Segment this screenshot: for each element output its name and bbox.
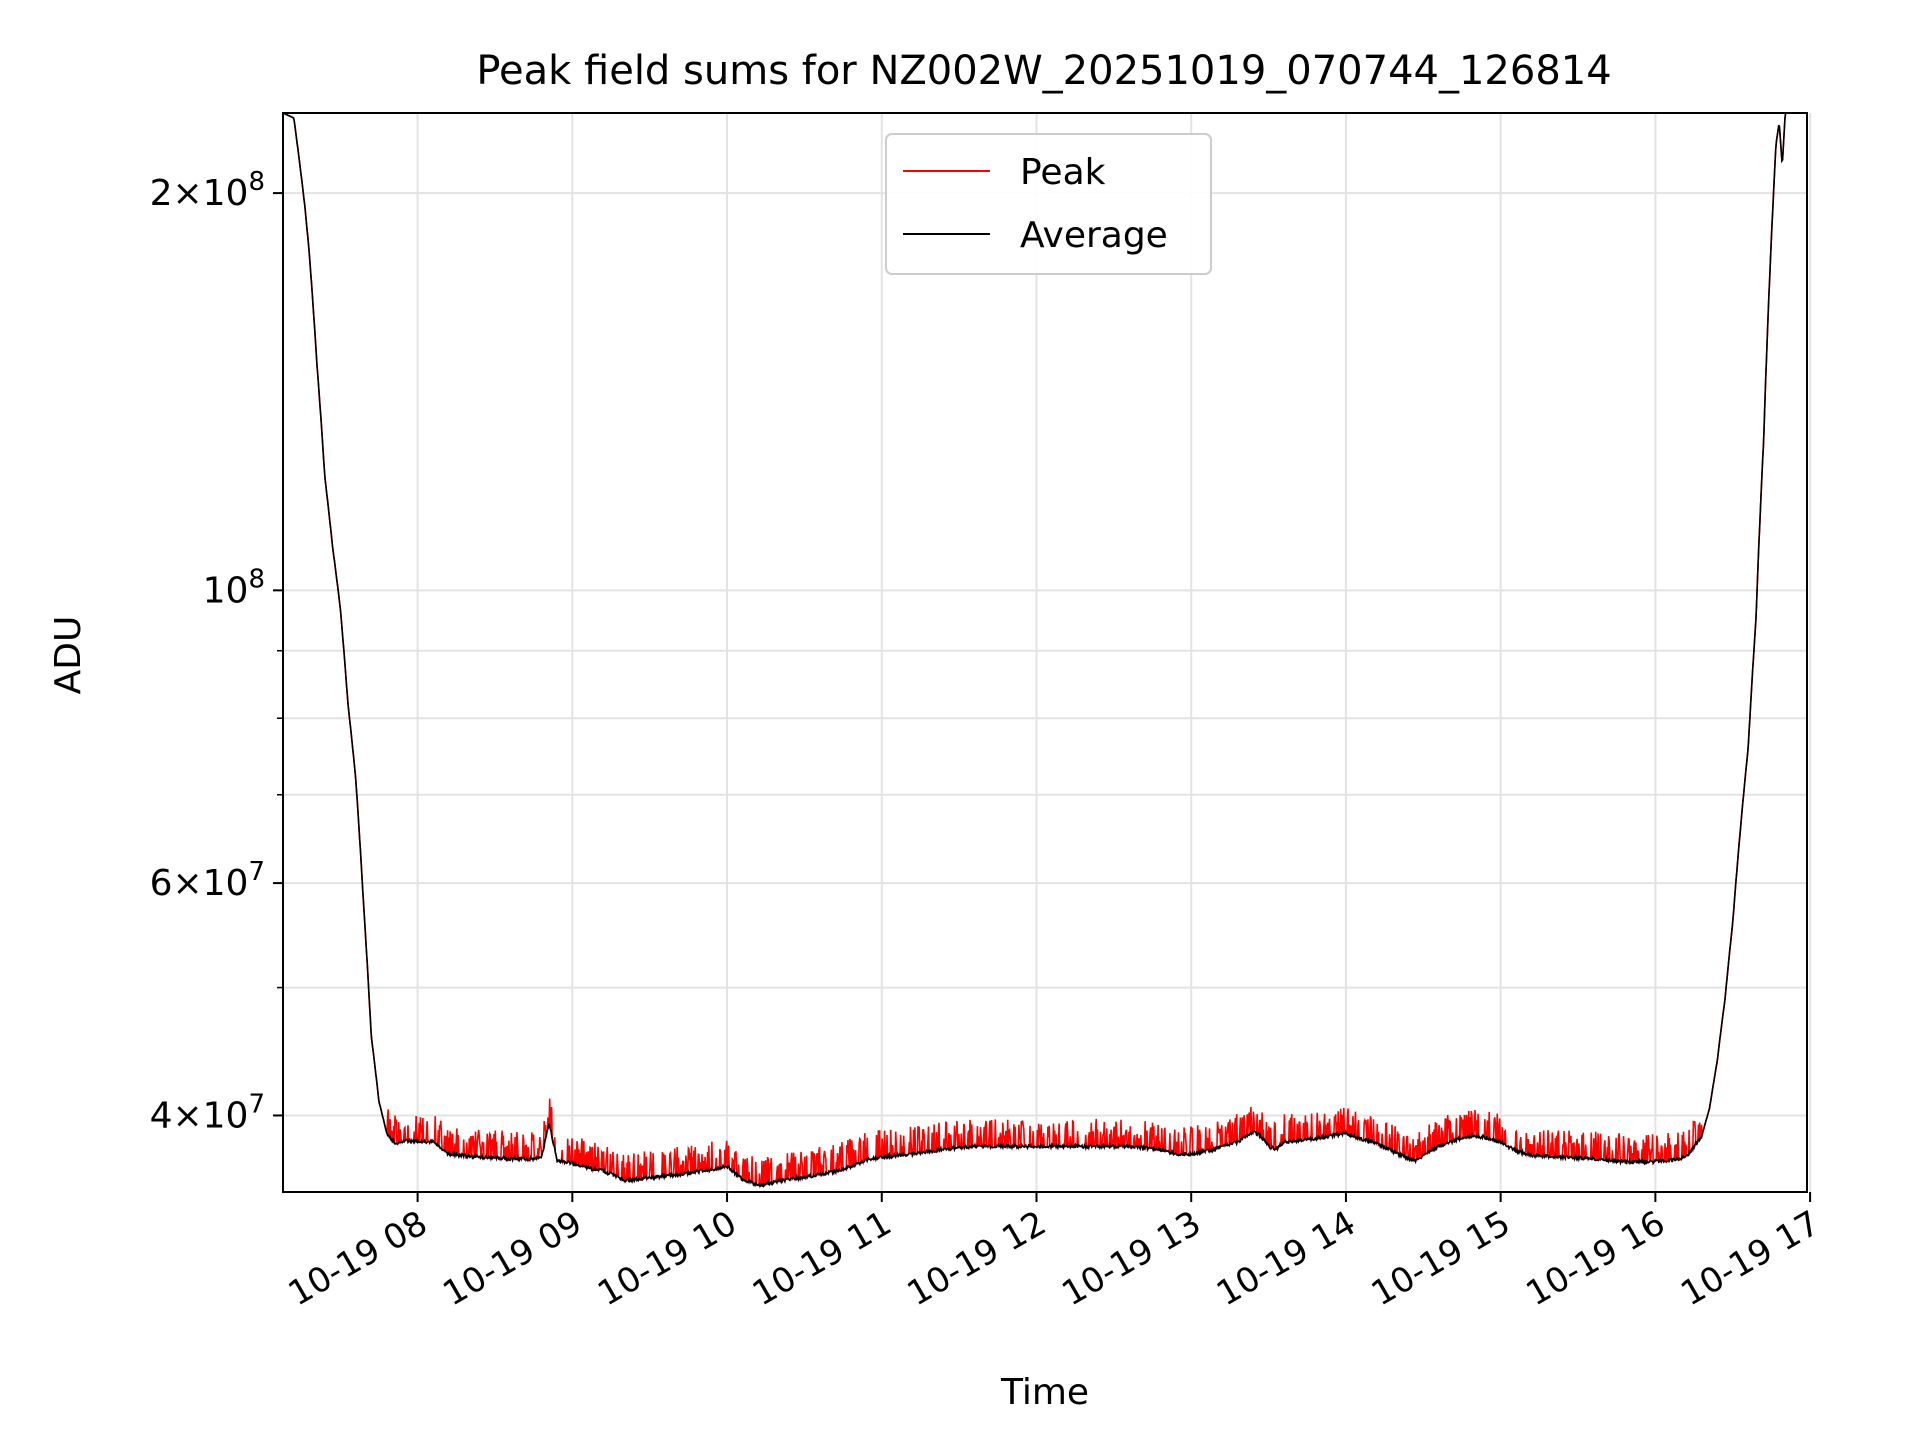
legend-average-label: Average bbox=[1020, 215, 1168, 256]
y-axis: 4×107 6×107 108 2×108 bbox=[150, 167, 283, 1136]
legend: Peak Average bbox=[885, 133, 1212, 275]
y-tick-label: 2×108 bbox=[150, 167, 265, 214]
y-axis-label: ADU bbox=[48, 616, 89, 695]
y-tick-label: 108 bbox=[203, 564, 265, 611]
y-tick-label: 6×107 bbox=[150, 857, 265, 904]
legend-box bbox=[885, 133, 1212, 275]
series-average-line bbox=[283, 113, 1807, 1189]
chart-title: Peak field sums for NZ002W_20251019_0707… bbox=[476, 48, 1611, 94]
plot-frame bbox=[282, 112, 1808, 1193]
x-axis-label: Time bbox=[1000, 1372, 1089, 1413]
series-layer bbox=[283, 113, 1807, 1189]
legend-peak-label: Peak bbox=[1020, 152, 1106, 193]
y-tick-label: 4×107 bbox=[150, 1089, 265, 1136]
